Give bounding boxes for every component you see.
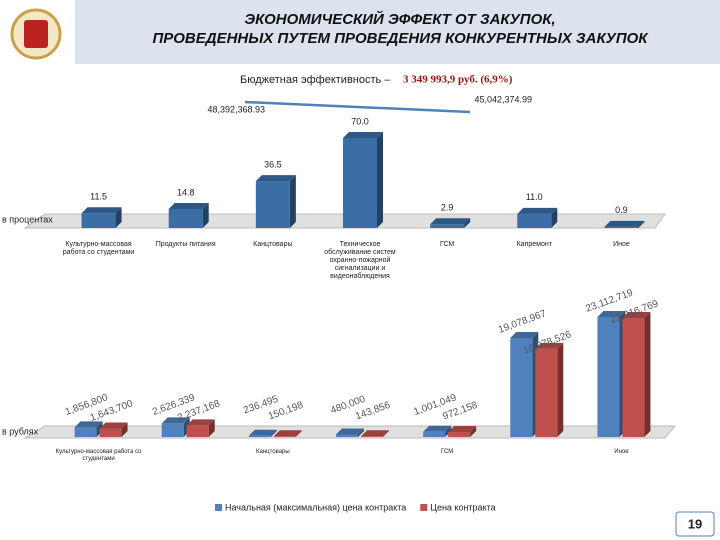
- bar-top: [273, 430, 302, 437]
- bar-side: [358, 428, 364, 437]
- x-tick-label: Канцтовары: [253, 241, 293, 248]
- bar: [336, 434, 358, 437]
- x-tick-label: ГСМ: [441, 449, 454, 455]
- header-band: [75, 0, 720, 64]
- bar: [535, 348, 558, 437]
- logo-shield: [24, 20, 48, 48]
- data-label: 19,078,967: [497, 308, 548, 336]
- data-label: 48,392,368.93: [207, 104, 265, 114]
- x-tick-label: Культурно-массовая работа со студентами: [55, 449, 142, 462]
- bar-top: [597, 311, 626, 317]
- bar-top: [430, 218, 471, 225]
- legend-swatch: [420, 504, 428, 511]
- bar-side: [470, 425, 477, 437]
- bar-side: [557, 342, 564, 437]
- bar: [448, 431, 471, 437]
- budget-value: 3 349 993,9 руб. (6,9%): [403, 74, 513, 86]
- bar: [255, 181, 290, 228]
- bar-top: [168, 202, 209, 209]
- title-line: ПРОВЕДЕННЫХ ПУТЕМ ПРОВЕДЕНИЯ КОНКУРЕНТНЫ…: [152, 30, 648, 47]
- bar-side: [445, 425, 452, 437]
- page-number: 19: [688, 516, 702, 531]
- title: ЭКОНОМИЧЕСКИЙ ЭФФЕКТ ОТ ЗАКУПОК, ПРОВЕДЕ…: [80, 10, 720, 48]
- bar: [74, 427, 97, 437]
- bar-top: [517, 207, 558, 214]
- bar-side: [202, 202, 209, 228]
- data-label: 36.5: [264, 159, 282, 169]
- legend-swatch: [215, 504, 222, 511]
- bar-top: [74, 421, 103, 428]
- bar-side: [377, 132, 383, 228]
- bar-top: [255, 175, 296, 182]
- axis-label: в рублях: [2, 426, 39, 436]
- bar-top: [604, 220, 645, 227]
- data-label: 45,042,374.99: [474, 94, 532, 104]
- bar: [273, 436, 296, 437]
- bar-side: [115, 207, 122, 228]
- budget-label: Бюджетная эффективность –: [240, 74, 391, 86]
- bar: [81, 213, 116, 228]
- bar-top: [510, 331, 539, 338]
- bar-side: [121, 422, 128, 437]
- bar-top: [535, 342, 564, 349]
- bar-top: [361, 430, 389, 437]
- bar: [248, 435, 271, 437]
- bar: [517, 213, 552, 228]
- bar: [597, 317, 620, 437]
- line: [244, 100, 471, 114]
- bar: [361, 436, 383, 437]
- x-tick-label: Техническое обслуживание систем охранно-…: [324, 241, 396, 280]
- bar: [343, 138, 377, 228]
- bar-top: [161, 417, 190, 424]
- bar-top: [99, 422, 128, 429]
- x-tick-label: Продукты питания: [155, 241, 216, 248]
- bar-side: [383, 430, 389, 437]
- bar-side: [551, 207, 558, 228]
- data-label: 14.8: [177, 187, 195, 197]
- bar-side: [464, 218, 471, 228]
- data-label: 11.0: [526, 192, 543, 202]
- legend-label: Цена контракта: [430, 502, 495, 512]
- bar: [168, 208, 203, 228]
- bar: [99, 428, 122, 437]
- bar-side: [270, 429, 277, 437]
- bar-side: [289, 175, 296, 228]
- x-tick-label: Культурно-массовая работа со студентами: [62, 241, 135, 256]
- axis-label: в процентах: [2, 214, 53, 224]
- bar: [430, 224, 465, 228]
- bar-top: [81, 207, 122, 214]
- data-label: 11.5: [90, 192, 107, 202]
- x-tick-label: Иное: [613, 241, 630, 248]
- bar-side: [208, 419, 215, 437]
- bar-top: [186, 419, 215, 426]
- x-tick-label: Иное: [614, 449, 629, 455]
- bar-top: [343, 132, 383, 138]
- x-tick-label: ГСМ: [439, 241, 455, 248]
- bar-top: [622, 312, 651, 319]
- bar-side: [638, 220, 645, 228]
- title-line: ЭКОНОМИЧЕСКИЙ ЭФФЕКТ ОТ ЗАКУПОК,: [244, 11, 556, 28]
- page-box: [675, 511, 715, 537]
- data-label: 0.9: [615, 205, 628, 215]
- x-tick-label: Канцтовары: [255, 449, 290, 455]
- bar: [423, 431, 446, 437]
- data-label: 2.9: [441, 203, 454, 213]
- bar: [186, 425, 209, 437]
- bar: [161, 423, 184, 437]
- bar-side: [295, 430, 302, 437]
- legend-label: Начальная (максимальная) цена контракта: [225, 502, 406, 512]
- bar-top: [448, 425, 477, 432]
- bar: [604, 226, 639, 228]
- bar-top: [248, 429, 277, 436]
- bar: [622, 318, 645, 437]
- bar-side: [644, 312, 651, 437]
- data-label: 70.0: [351, 116, 369, 126]
- bar-top: [423, 425, 452, 432]
- bar-top: [336, 428, 364, 435]
- bar: [510, 337, 533, 437]
- x-tick-label: Капремонт: [516, 241, 552, 248]
